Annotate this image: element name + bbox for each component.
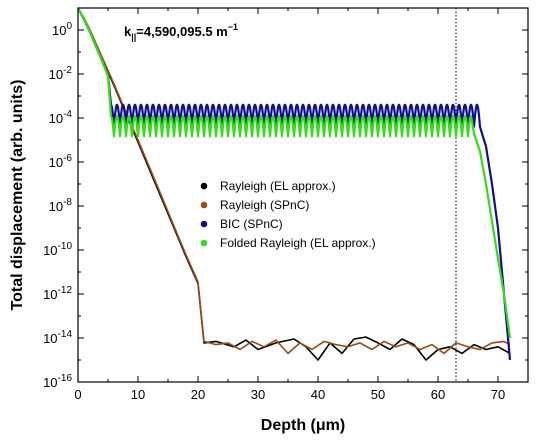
legend-label: Folded Rayleigh (EL approx.) — [220, 236, 376, 250]
series-lines — [78, 8, 512, 382]
wavevector-annotation: k||=4,590,095.5 m−1 — [124, 22, 238, 42]
y-axis-title: Total displacement (arb. units) — [9, 80, 26, 311]
legend: Rayleigh (EL approx.) Rayleigh (SPnC) BIC … — [200, 179, 376, 250]
x-tick-label: 40 — [311, 387, 325, 402]
series-line-folded-rayleigh-el-approx — [78, 8, 512, 339]
legend-label: Rayleigh (SPnC) — [220, 198, 309, 212]
axis-ticks: 0 10 20 30 40 50 60 70 100 10-2 10-4 10-6 10-8 10-10 1… — [43, 7, 528, 402]
y-tick-label: 10-14 — [43, 329, 72, 346]
legend-marker — [200, 201, 208, 209]
x-tick-label: 60 — [431, 387, 445, 402]
x-tick-label: 0 — [74, 387, 81, 402]
x-tick-label: 10 — [131, 387, 145, 402]
y-tick-label: 10-16 — [43, 373, 72, 390]
y-tick-label: 10-6 — [49, 153, 73, 170]
y-tick-label: 10-2 — [49, 65, 73, 82]
legend-label: BIC (SPnC) — [220, 217, 283, 231]
y-tick-label: 10-10 — [43, 241, 72, 258]
y-tick-label: 100 — [52, 21, 72, 38]
plot-frame — [77, 7, 529, 383]
legend-marker — [200, 182, 208, 190]
x-axis-title: Depth (μm) — [261, 417, 345, 434]
x-tick-label: 30 — [251, 387, 265, 402]
x-tick-label: 70 — [491, 387, 505, 402]
plot-area — [78, 8, 512, 382]
series-line-rayleigh-spnc — [78, 8, 511, 355]
series-line-bic-spnc — [78, 8, 512, 361]
legend-marker — [200, 239, 208, 247]
x-tick-label: 50 — [371, 387, 385, 402]
x-tick-label: 20 — [191, 387, 205, 402]
y-tick-label: 10-12 — [43, 285, 72, 302]
y-tick-label: 10-8 — [49, 197, 73, 214]
legend-label: Rayleigh (EL approx.) — [220, 179, 336, 193]
y-tick-label: 10-4 — [49, 109, 73, 126]
legend-marker — [200, 220, 208, 228]
